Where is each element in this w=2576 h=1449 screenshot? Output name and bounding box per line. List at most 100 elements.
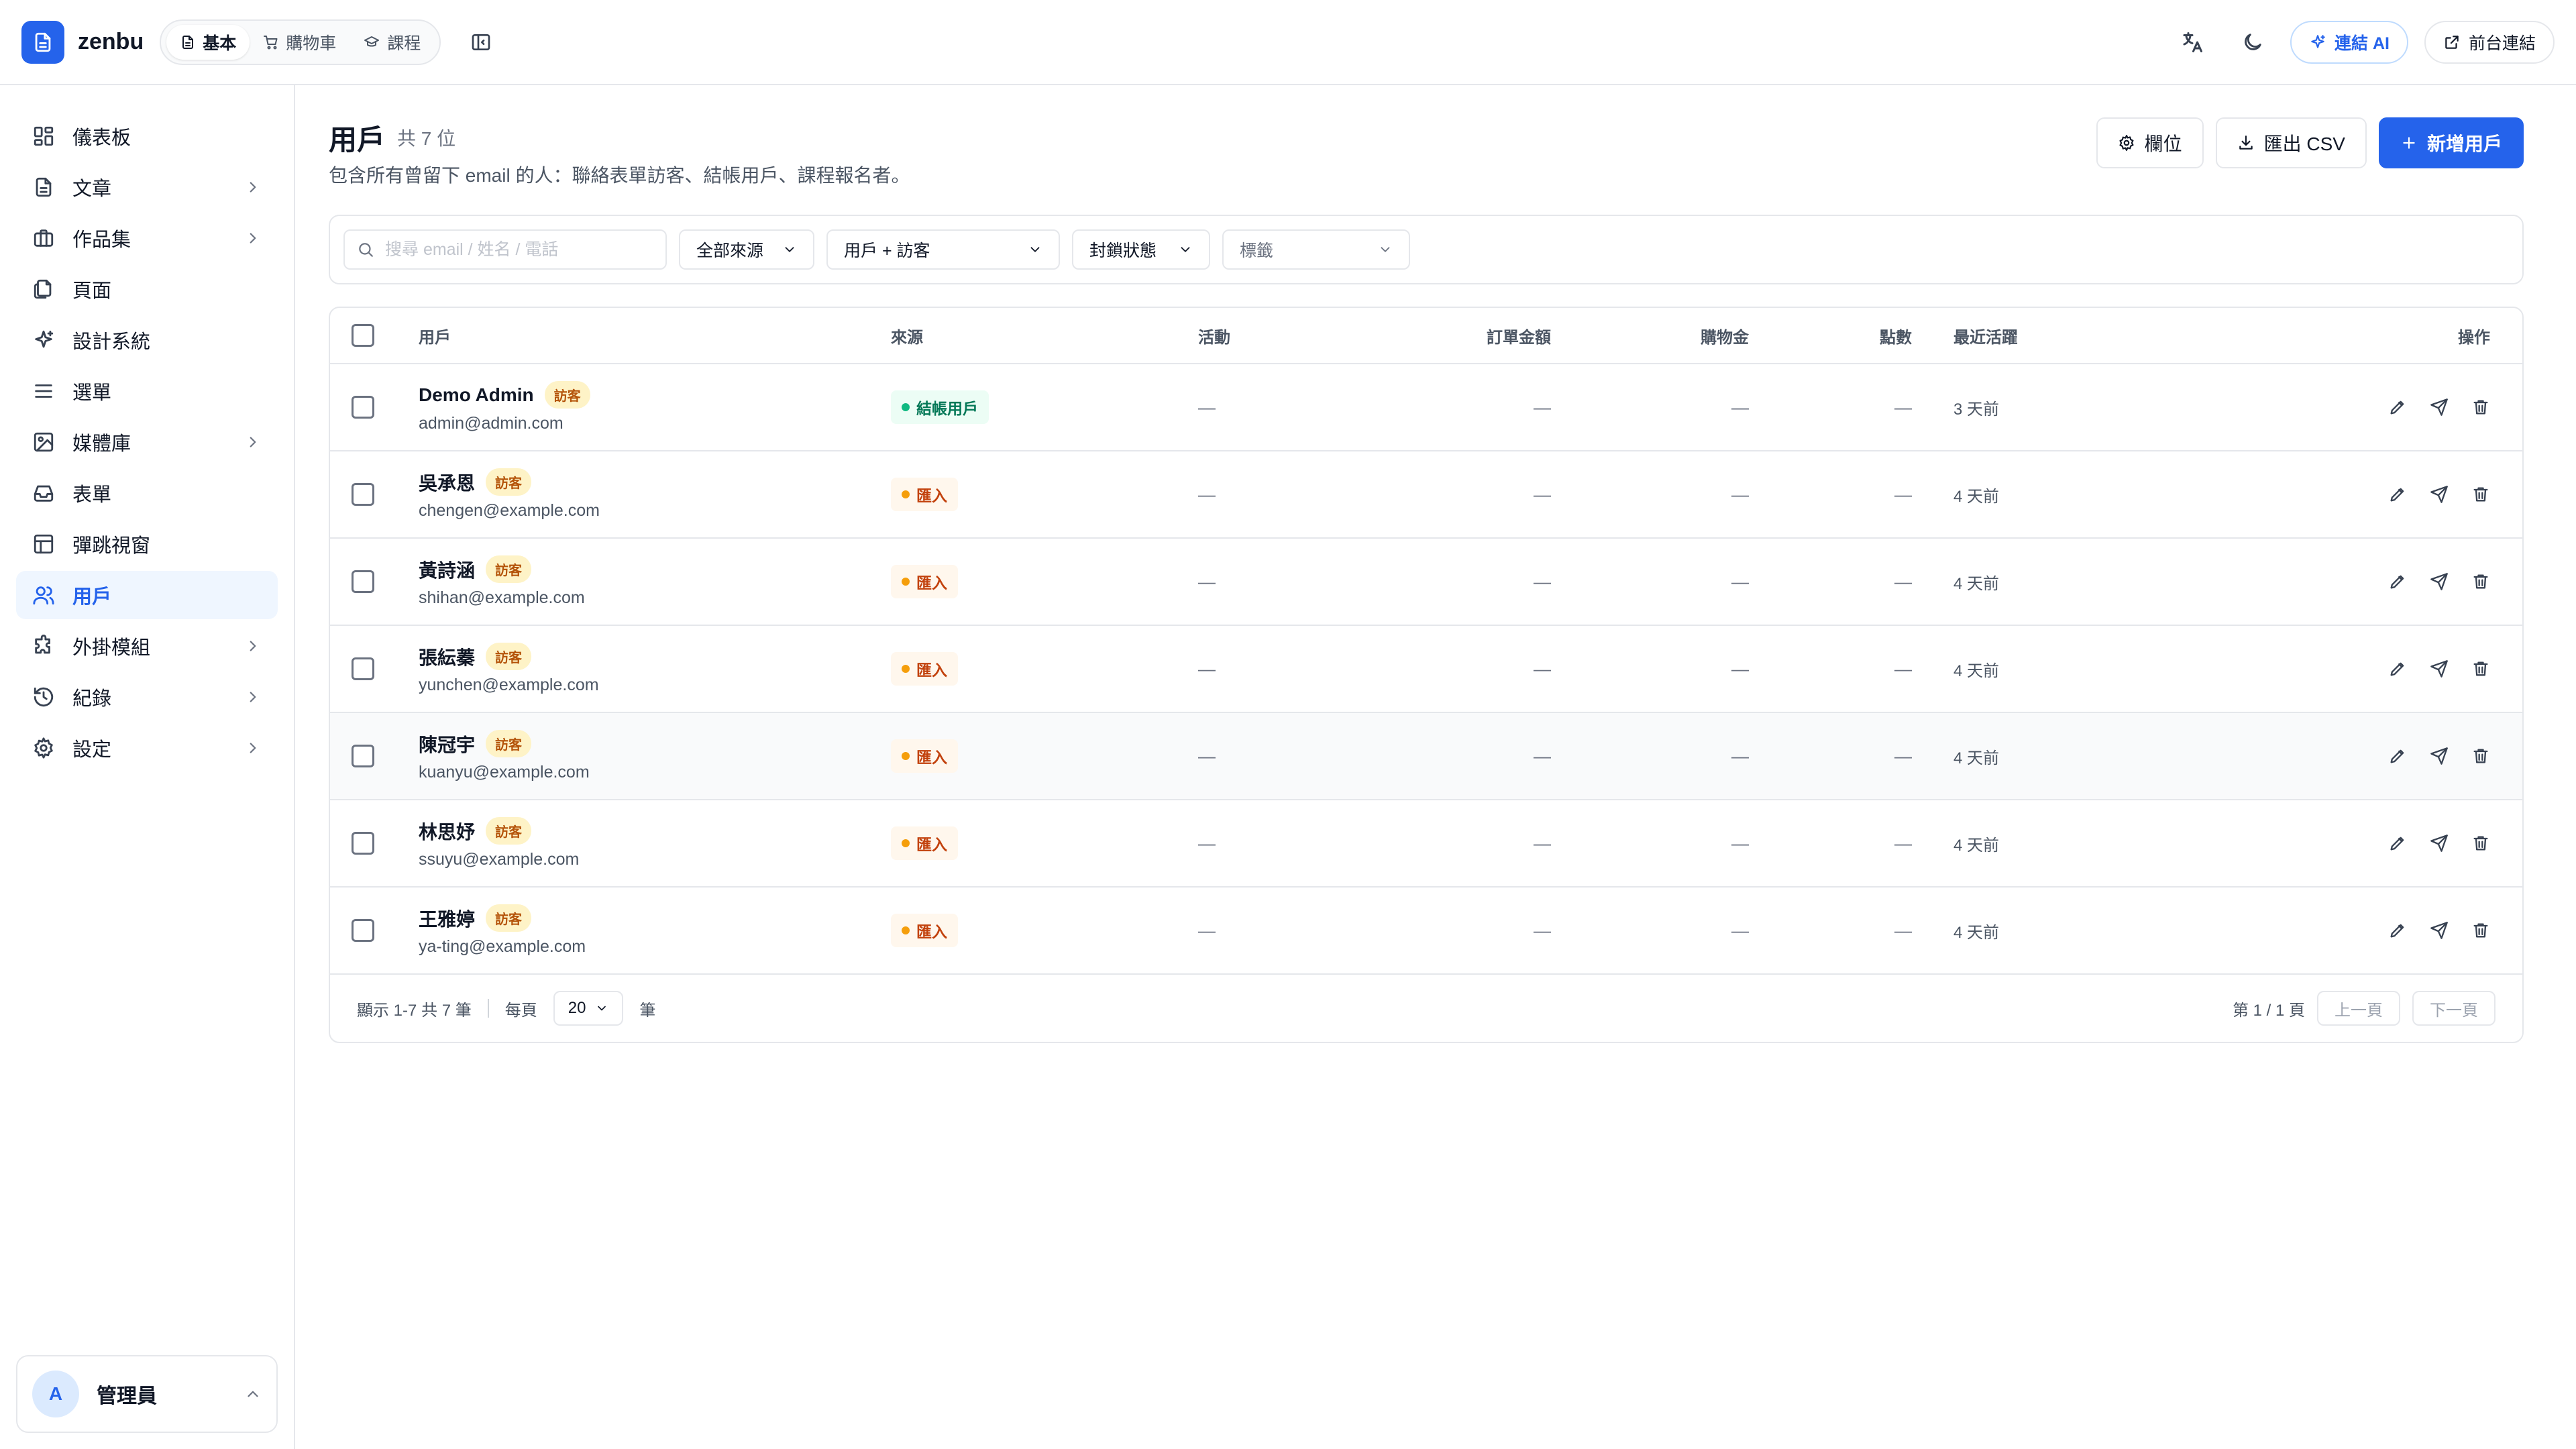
send-icon[interactable] xyxy=(2430,572,2449,591)
sidebar-item-dashboard[interactable]: 儀表板 xyxy=(16,112,278,160)
table-row[interactable]: 陳冠宇 訪客 kuanyu@example.com 匯入 — — — — 4 天前 xyxy=(330,713,2522,800)
sidebar-item-logs[interactable]: 紀錄 xyxy=(16,673,278,721)
row-checkbox[interactable] xyxy=(352,570,374,593)
sidebar-item-menus[interactable]: 選單 xyxy=(16,367,278,415)
trash-icon[interactable] xyxy=(2471,398,2490,417)
sidebar-nav: 儀表板 文章 作品集 頁面 設計系統 選單 媒體庫 xyxy=(0,85,294,772)
user-name[interactable]: 陳冠宇 xyxy=(419,734,476,755)
sidebar-item-plugins[interactable]: 外掛模組 xyxy=(16,622,278,670)
graduation-cap-icon xyxy=(363,34,380,50)
sidebar-toggle-icon[interactable] xyxy=(460,21,502,64)
row-checkbox[interactable] xyxy=(352,483,374,506)
column-header-points[interactable]: 點數 xyxy=(1880,328,1912,347)
row-checkbox[interactable] xyxy=(352,396,374,419)
prev-page-button[interactable]: 上一頁 xyxy=(2317,991,2400,1026)
column-header-user[interactable]: 用戶 xyxy=(419,328,451,347)
guest-badge: 訪客 xyxy=(486,904,532,932)
column-header-order-total[interactable]: 訂單金額 xyxy=(1487,328,1551,347)
send-icon[interactable] xyxy=(2430,834,2449,853)
user-name[interactable]: 林思妤 xyxy=(419,821,476,843)
row-checkbox[interactable] xyxy=(352,745,374,767)
sidebar-item-design-system[interactable]: 設計系統 xyxy=(16,316,278,364)
column-header-activity[interactable]: 活動 xyxy=(1198,328,1230,347)
guest-badge: 訪客 xyxy=(486,730,532,757)
trash-icon[interactable] xyxy=(2471,485,2490,504)
send-icon[interactable] xyxy=(2430,485,2449,504)
account-name: 管理員 xyxy=(97,1385,157,1407)
image-icon xyxy=(32,431,55,453)
frontend-link-button[interactable]: 前台連結 xyxy=(2424,20,2555,64)
per-page-select[interactable]: 20 xyxy=(553,991,624,1026)
send-icon[interactable] xyxy=(2430,398,2449,417)
user-name[interactable]: Demo Admin xyxy=(419,384,534,405)
user-name[interactable]: 黃詩涵 xyxy=(419,559,476,581)
search-input[interactable] xyxy=(385,239,653,260)
search-box[interactable] xyxy=(343,229,667,270)
sidebar-item-pages[interactable]: 頁面 xyxy=(16,265,278,313)
logo-icon[interactable] xyxy=(21,20,64,64)
column-header-shopping-credit[interactable]: 購物金 xyxy=(1701,328,1749,347)
translate-icon[interactable] xyxy=(2171,21,2214,64)
guest-badge: 訪客 xyxy=(486,468,532,496)
edit-icon[interactable] xyxy=(2388,921,2407,940)
sidebar-item-posts[interactable]: 文章 xyxy=(16,163,278,211)
column-header-source[interactable]: 來源 xyxy=(891,328,923,347)
dark-mode-icon[interactable] xyxy=(2231,21,2274,64)
columns-button[interactable]: 欄位 xyxy=(2096,117,2204,168)
sidebar-item-media[interactable]: 媒體庫 xyxy=(16,418,278,466)
guest-badge: 訪客 xyxy=(544,381,590,409)
user-name[interactable]: 王雅婷 xyxy=(419,908,476,930)
sidebar-item-forms[interactable]: 表單 xyxy=(16,469,278,517)
user-name[interactable]: 吳承恩 xyxy=(419,472,476,494)
user-email: admin@admin.com xyxy=(419,414,564,433)
send-icon[interactable] xyxy=(2430,921,2449,940)
row-checkbox[interactable] xyxy=(352,832,374,855)
table-row[interactable]: Demo Admin 訪客 admin@admin.com 結帳用戶 — — — — 3 天前 xyxy=(330,364,2522,451)
tags-filter-select[interactable]: 標籤 xyxy=(1222,229,1410,270)
edit-icon[interactable] xyxy=(2388,572,2407,591)
next-page-button[interactable]: 下一頁 xyxy=(2412,991,2496,1026)
table-row[interactable]: 王雅婷 訪客 ya-ting@example.com 匯入 — — — — 4 天前 xyxy=(330,888,2522,975)
sidebar-item-portfolio[interactable]: 作品集 xyxy=(16,214,278,262)
table-row[interactable]: 吳承恩 訪客 chengen@example.com 匯入 — — — — 4 天前 xyxy=(330,451,2522,539)
send-icon[interactable] xyxy=(2430,747,2449,765)
column-header-last-active[interactable]: 最近活躍 xyxy=(1953,328,2018,347)
edit-icon[interactable] xyxy=(2388,834,2407,853)
table-row[interactable]: 黃詩涵 訪客 shihan@example.com 匯入 — — — — 4 天前 xyxy=(330,539,2522,626)
edit-icon[interactable] xyxy=(2388,485,2407,504)
trash-icon[interactable] xyxy=(2471,747,2490,765)
dashboard-icon xyxy=(32,125,55,148)
mode-tab-cart[interactable]: 購物車 xyxy=(250,25,350,60)
edit-icon[interactable] xyxy=(2388,747,2407,765)
select-all-cell xyxy=(352,308,374,363)
select-all-checkbox[interactable] xyxy=(352,324,374,347)
sidebar-item-popups[interactable]: 彈跳視窗 xyxy=(16,520,278,568)
sidebar-item-label: 設計系統 xyxy=(72,331,151,353)
trash-icon[interactable] xyxy=(2471,572,2490,591)
user-name[interactable]: 張紜蓁 xyxy=(419,647,476,668)
avatar: A xyxy=(32,1371,79,1417)
trash-icon[interactable] xyxy=(2471,659,2490,678)
sidebar-item-settings[interactable]: 設定 xyxy=(16,724,278,772)
row-actions xyxy=(2356,539,2490,625)
table-row[interactable]: 張紜蓁 訪客 yunchen@example.com 匯入 — — — — 4 天前 xyxy=(330,626,2522,713)
table-row[interactable]: 林思妤 訪客 ssuyu@example.com 匯入 — — — — 4 天前 xyxy=(330,800,2522,888)
sidebar-item-users[interactable]: 用戶 xyxy=(16,571,278,619)
send-icon[interactable] xyxy=(2430,659,2449,678)
block-status-select[interactable]: 封鎖狀態 xyxy=(1072,229,1210,270)
edit-icon[interactable] xyxy=(2388,398,2407,417)
mode-tab-basic[interactable]: 基本 xyxy=(166,24,250,60)
source-filter-select[interactable]: 全部來源 xyxy=(679,229,814,270)
trash-icon[interactable] xyxy=(2471,921,2490,940)
row-checkbox[interactable] xyxy=(352,657,374,680)
edit-icon[interactable] xyxy=(2388,659,2407,678)
mode-tab-course[interactable]: 課程 xyxy=(350,25,434,60)
trash-icon[interactable] xyxy=(2471,834,2490,853)
document-icon xyxy=(180,34,196,50)
export-csv-button[interactable]: 匯出 CSV xyxy=(2215,117,2367,168)
add-user-button[interactable]: 新增用戶 xyxy=(2378,117,2524,168)
connect-ai-button[interactable]: 連結 AI xyxy=(2290,20,2408,64)
row-checkbox[interactable] xyxy=(352,919,374,942)
type-filter-select[interactable]: 用戶 + 訪客 xyxy=(826,229,1060,270)
account-menu[interactable]: A 管理員 xyxy=(16,1355,278,1433)
